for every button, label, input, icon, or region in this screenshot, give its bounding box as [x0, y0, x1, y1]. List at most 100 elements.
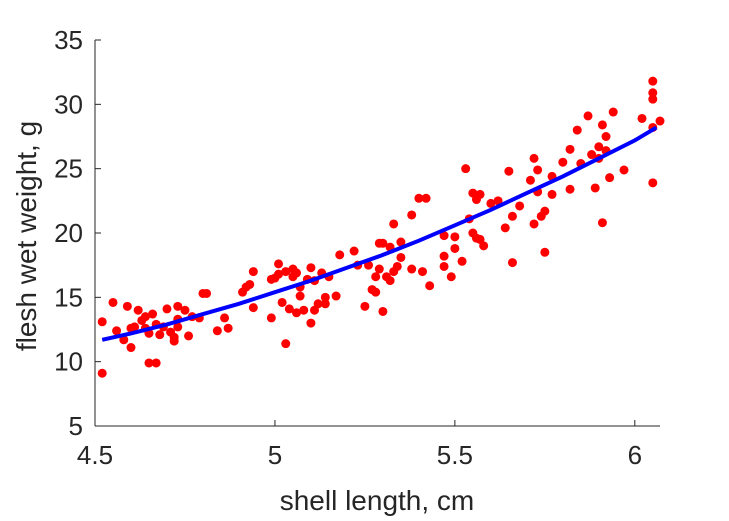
- data-point: [133, 305, 143, 315]
- data-point: [587, 150, 597, 160]
- data-points: [97, 76, 665, 378]
- data-point: [565, 144, 575, 154]
- y-axis-label: flesh wet weight, g: [11, 121, 42, 351]
- data-point: [655, 116, 665, 126]
- data-point: [439, 261, 449, 271]
- data-point: [374, 264, 384, 274]
- data-point: [396, 237, 406, 247]
- data-point: [97, 368, 107, 378]
- data-point: [396, 252, 406, 262]
- data-point: [407, 210, 417, 220]
- data-point: [212, 326, 222, 336]
- data-point: [223, 323, 233, 333]
- data-point: [281, 339, 291, 349]
- data-point: [461, 164, 471, 174]
- data-point: [292, 268, 302, 278]
- data-point: [148, 309, 158, 319]
- data-point: [407, 264, 417, 274]
- data-point: [378, 238, 388, 248]
- data-point: [572, 125, 582, 135]
- data-point: [245, 279, 255, 289]
- y-tick-label: 5: [69, 411, 83, 441]
- data-point: [378, 306, 388, 316]
- data-point: [281, 267, 291, 277]
- data-point: [533, 165, 543, 175]
- data-point: [108, 297, 118, 307]
- data-point: [414, 193, 424, 203]
- data-point: [349, 246, 359, 256]
- data-point: [565, 184, 575, 194]
- data-point: [457, 256, 467, 266]
- data-point: [421, 193, 431, 203]
- data-point: [389, 219, 399, 229]
- y-tick-label: 25: [54, 154, 83, 184]
- data-point: [493, 196, 503, 206]
- y-tick-label: 20: [54, 218, 83, 248]
- data-point: [385, 276, 395, 286]
- data-point: [637, 113, 647, 123]
- data-point: [313, 299, 323, 309]
- data-point: [202, 288, 212, 298]
- data-point: [331, 291, 341, 301]
- data-point: [126, 343, 136, 353]
- data-point: [162, 304, 172, 314]
- data-point: [295, 291, 305, 301]
- data-point: [417, 267, 427, 277]
- data-point: [500, 223, 510, 233]
- data-point: [504, 166, 514, 176]
- data-point: [648, 88, 658, 98]
- data-point: [180, 305, 190, 315]
- data-point: [540, 247, 550, 257]
- data-point: [274, 259, 284, 269]
- data-point: [320, 299, 330, 309]
- data-point: [450, 243, 460, 253]
- data-point: [277, 297, 287, 307]
- data-point: [306, 263, 316, 273]
- data-point: [371, 272, 381, 282]
- data-point: [274, 269, 284, 279]
- data-point: [525, 175, 535, 185]
- data-point: [320, 292, 330, 302]
- data-point: [112, 326, 122, 336]
- data-point: [558, 157, 568, 167]
- data-point: [155, 330, 165, 340]
- data-point: [547, 189, 557, 199]
- data-point: [648, 178, 658, 188]
- x-axis-ticks: 4.5 5 5.5 6: [77, 420, 642, 470]
- data-point: [306, 318, 316, 328]
- data-point: [425, 281, 435, 291]
- data-point: [151, 358, 161, 368]
- data-point: [597, 218, 607, 228]
- data-point: [97, 317, 107, 327]
- data-point: [446, 272, 456, 282]
- data-point: [392, 261, 402, 271]
- data-point: [220, 313, 230, 323]
- data-point: [590, 183, 600, 193]
- x-tick-label: 4.5: [77, 440, 113, 470]
- y-tick-label: 30: [54, 89, 83, 119]
- data-point: [248, 267, 258, 277]
- data-point: [515, 201, 525, 211]
- y-tick-label: 10: [54, 347, 83, 377]
- data-point: [173, 301, 183, 311]
- data-point: [292, 308, 302, 318]
- data-point: [122, 301, 132, 311]
- data-point: [608, 107, 618, 117]
- data-point: [529, 153, 539, 163]
- data-point: [184, 331, 194, 341]
- data-point: [507, 258, 517, 268]
- x-tick-label: 5: [268, 440, 282, 470]
- y-tick-label: 15: [54, 282, 83, 312]
- data-point: [439, 231, 449, 241]
- x-axis-label: shell length, cm: [280, 485, 475, 516]
- data-point: [439, 251, 449, 261]
- data-point: [335, 250, 345, 260]
- data-point: [601, 132, 611, 141]
- data-point: [450, 232, 460, 242]
- data-point: [648, 94, 658, 104]
- fit-curve: [101, 125, 658, 342]
- data-point: [475, 189, 485, 199]
- data-point: [144, 358, 154, 368]
- x-tick-label: 6: [628, 440, 642, 470]
- data-point: [360, 301, 370, 311]
